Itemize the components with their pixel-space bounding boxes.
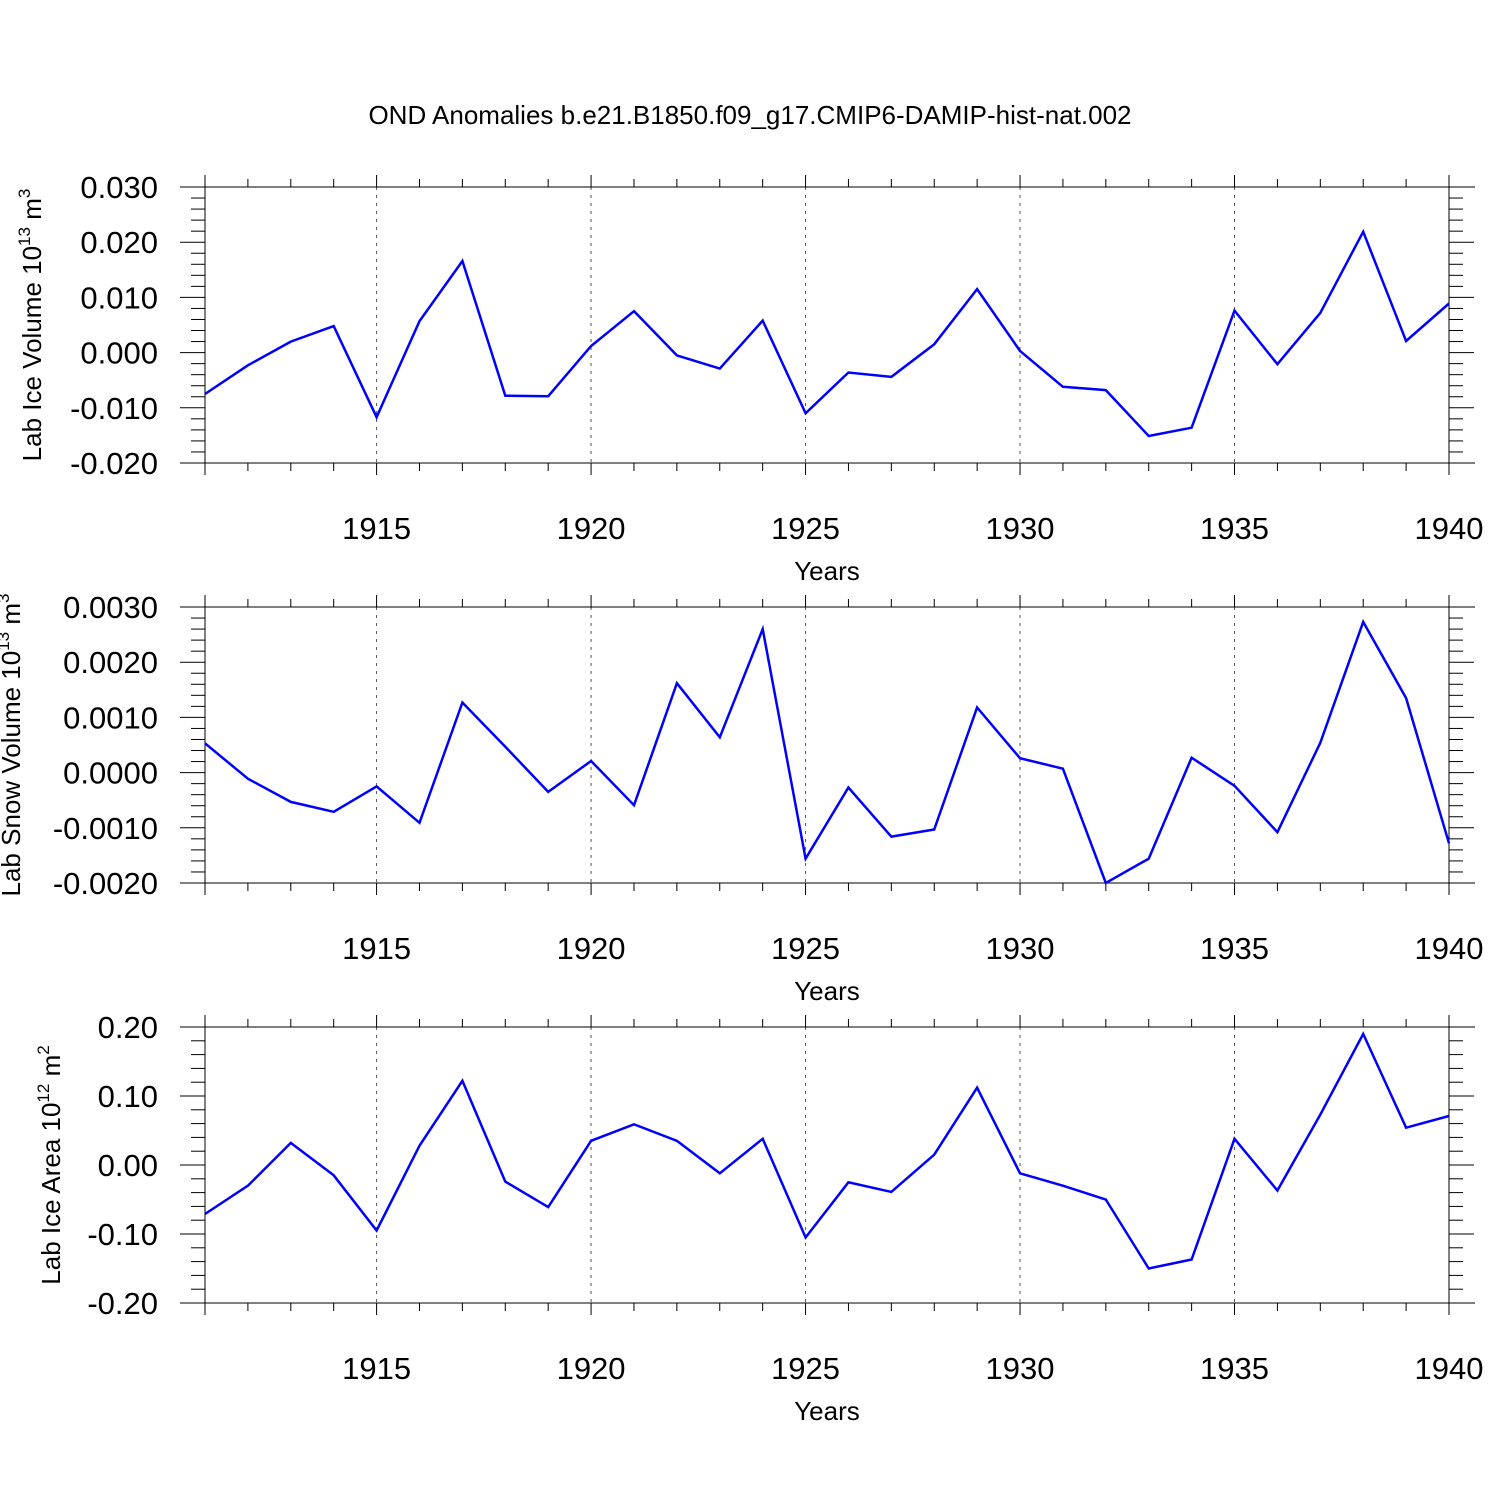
figure-title: OND Anomalies b.e21.B1850.f09_g17.CMIP6-…	[368, 100, 1131, 130]
y-tick-label: 0.0020	[63, 645, 158, 680]
y-axis-label: Lab Ice Area 1012 m2	[34, 1045, 66, 1284]
y-tick-label: -0.20	[87, 1286, 158, 1321]
x-tick-label: 1925	[771, 511, 840, 546]
x-tick-label: 1930	[986, 931, 1055, 966]
y-tick-label: 0.10	[98, 1079, 158, 1114]
y-tick-label: 0.00	[98, 1148, 158, 1183]
x-tick-label: 1935	[1200, 1351, 1269, 1386]
y-tick-label: 0.0000	[63, 756, 158, 791]
series-line	[204, 1031, 1450, 1270]
x-tick-label: 1920	[557, 511, 626, 546]
series-line	[204, 228, 1450, 438]
y-axis-label: Lab Snow Volume 1013 m3	[0, 593, 26, 896]
y-tick-label: 0.20	[98, 1010, 158, 1045]
x-tick-label: 1915	[342, 511, 411, 546]
x-tick-label: 1940	[1415, 1351, 1484, 1386]
y-tick-label: 0.0030	[63, 590, 158, 625]
x-tick-label: 1920	[557, 1351, 626, 1386]
y-tick-label: -0.010	[70, 391, 158, 426]
series-line	[204, 618, 1451, 885]
x-tick-label: 1935	[1200, 511, 1269, 546]
y-tick-label: 0.030	[80, 170, 158, 205]
y-tick-label: -0.0020	[53, 866, 158, 901]
y-axis-label: Lab Ice Volume 1013 m3	[15, 189, 47, 462]
panel-1: 0.030 0.020 0.010 0.000 -0.010 -0.020 1915 1920…	[15, 170, 1483, 586]
y-tick-label: 0.0010	[63, 700, 158, 735]
x-tick-label: 1925	[771, 1351, 840, 1386]
y-tick-label: 0.020	[80, 225, 158, 260]
x-tick-label: 1915	[342, 931, 411, 966]
y-tick-label: -0.020	[70, 446, 158, 481]
y-tick-label: -0.0010	[53, 811, 158, 846]
x-tick-label: 1940	[1415, 511, 1484, 546]
panel-2: 0.0030 0.0020 0.0010 0.0000 -0.0010 -0.0020 19…	[0, 590, 1483, 1006]
x-axis-label: Years	[794, 976, 860, 1006]
panel-3: 0.20 0.10 0.00 -0.10 -0.20 1915 1920 1925 1930 19…	[34, 1010, 1483, 1426]
x-tick-label: 1940	[1415, 931, 1484, 966]
y-tick-label: 0.010	[80, 280, 158, 315]
x-axis-label: Years	[794, 1396, 860, 1426]
x-tick-label: 1930	[986, 511, 1055, 546]
y-tick-label: -0.10	[87, 1217, 158, 1252]
x-tick-label: 1935	[1200, 931, 1269, 966]
x-tick-label: 1930	[986, 1351, 1055, 1386]
x-tick-label: 1920	[557, 931, 626, 966]
x-tick-label: 1915	[342, 1351, 411, 1386]
x-tick-label: 1925	[771, 931, 840, 966]
x-axis-label: Years	[794, 556, 860, 586]
y-tick-label: 0.000	[80, 336, 158, 371]
